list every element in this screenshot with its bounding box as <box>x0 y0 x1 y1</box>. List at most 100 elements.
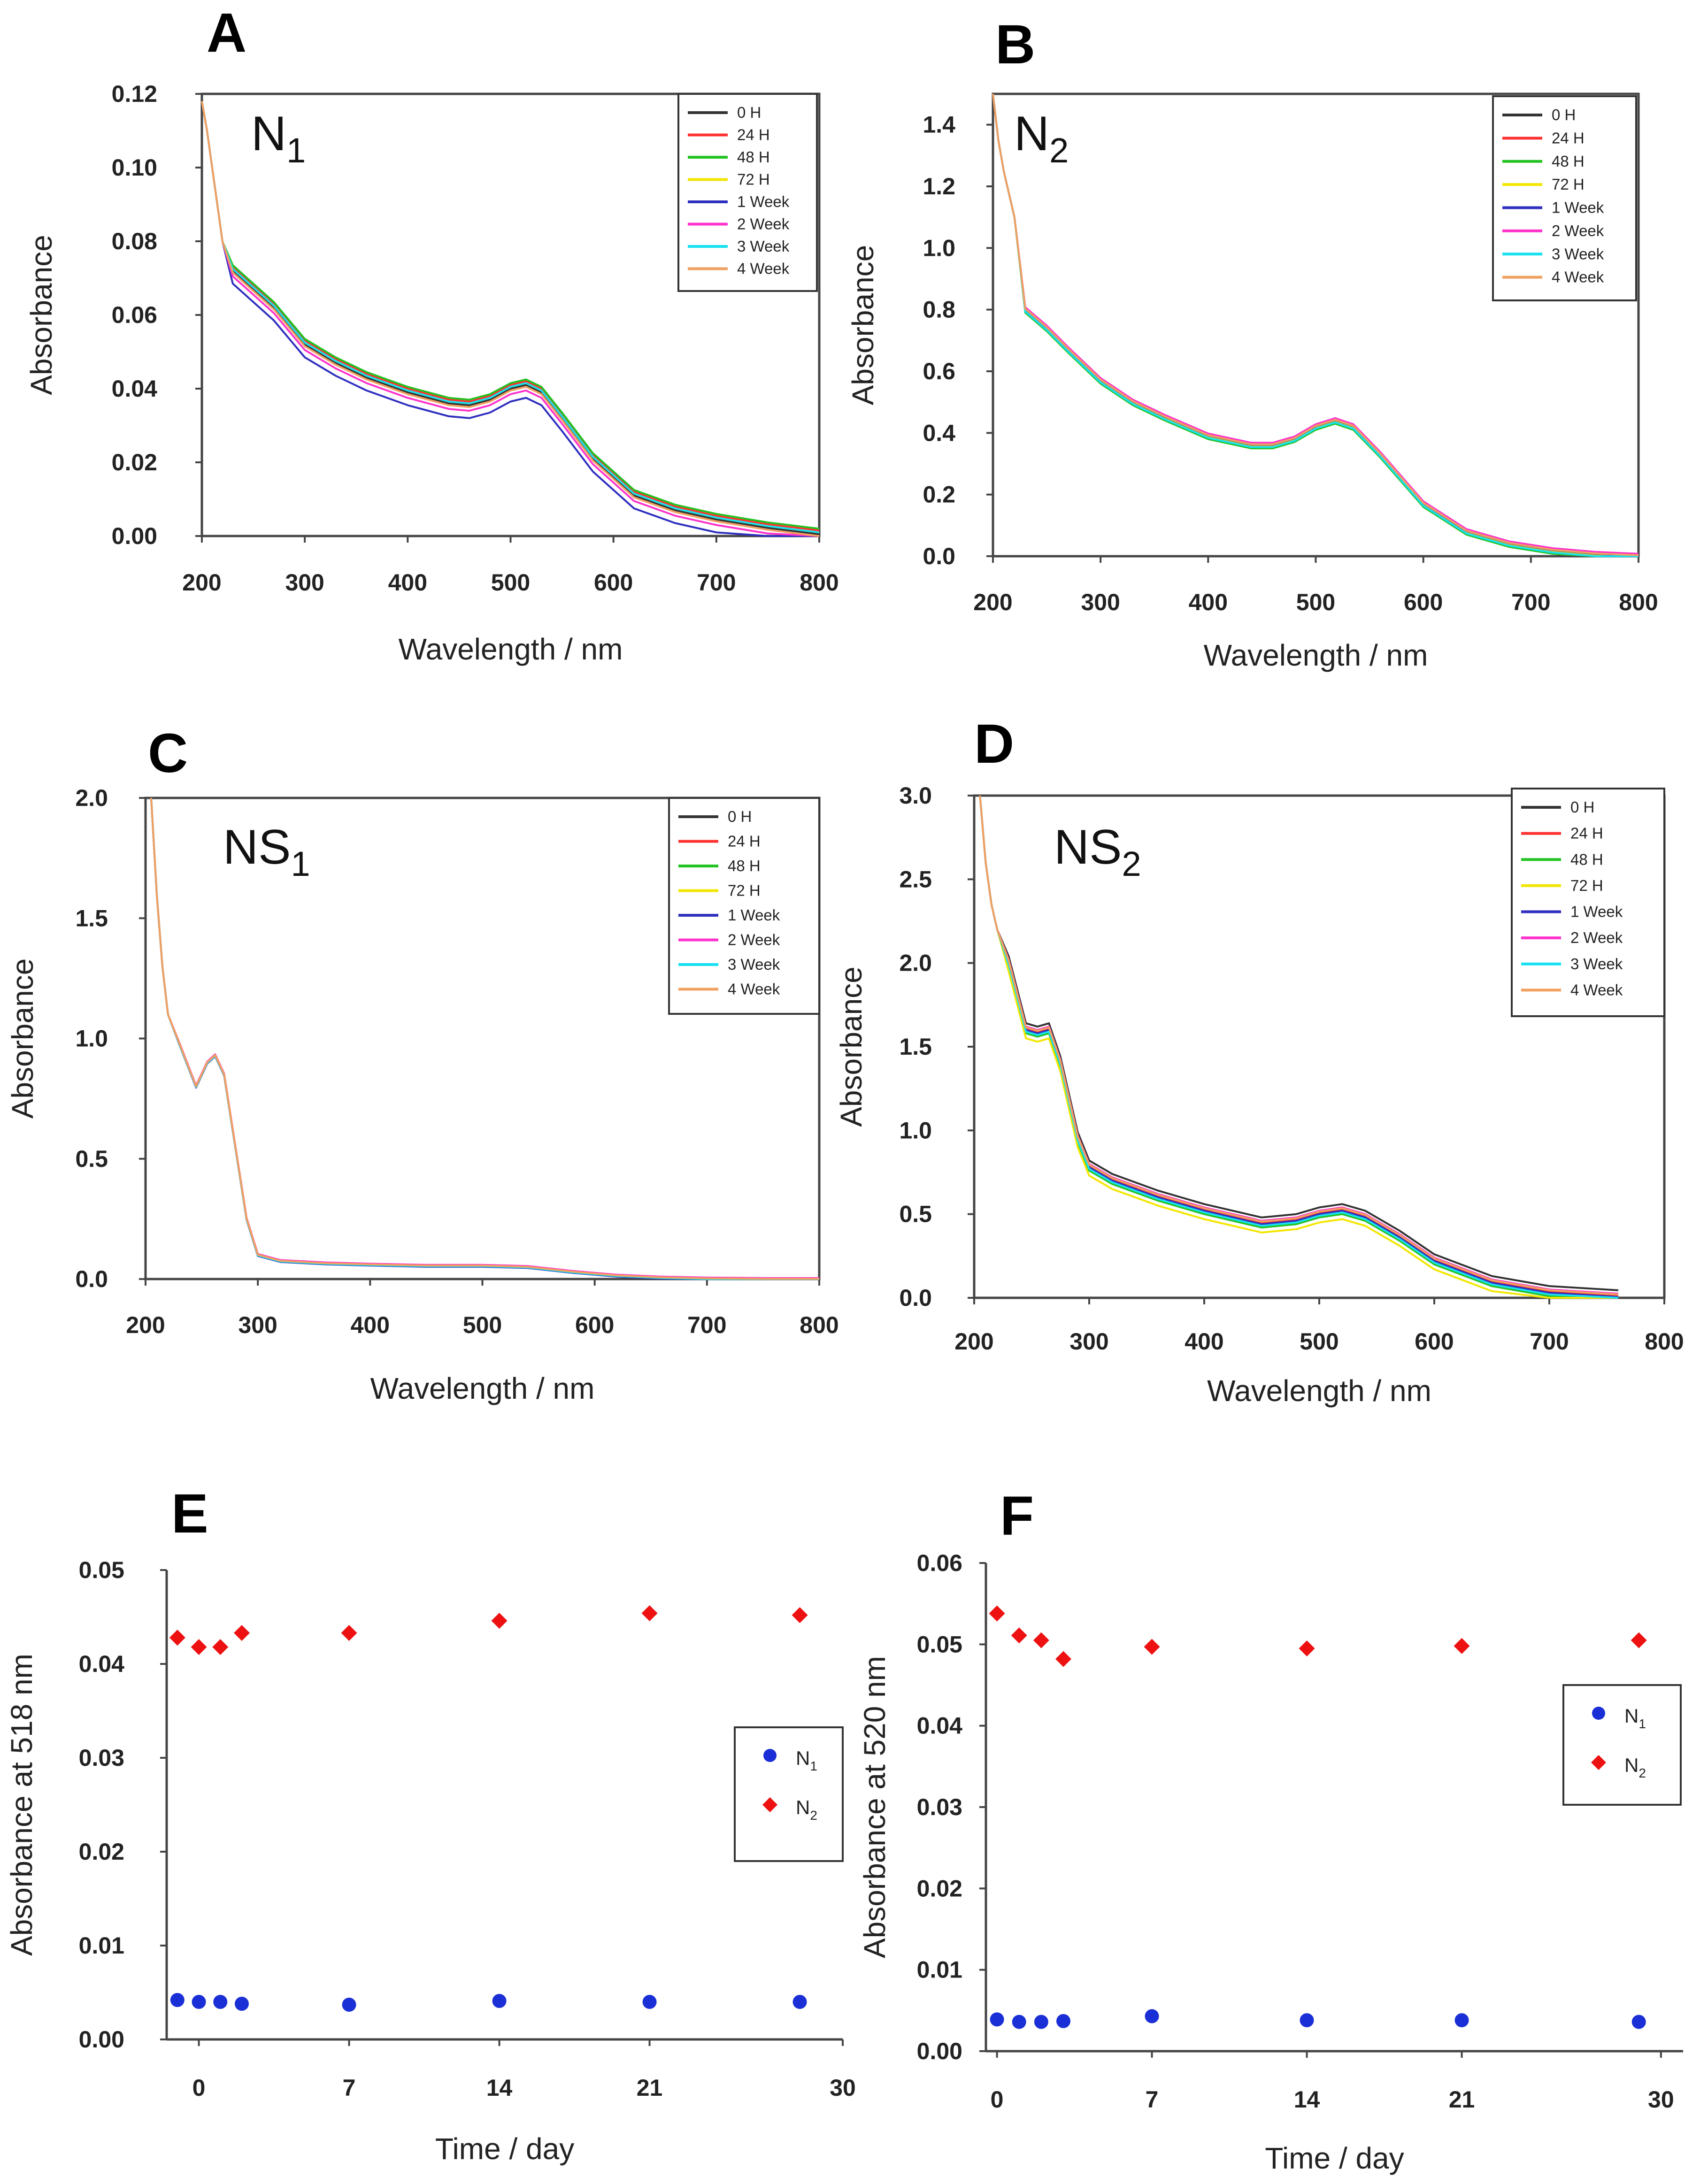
data-point-0 <box>1012 2015 1026 2029</box>
data-point-0 <box>1034 2015 1048 2029</box>
legend-label: 72 H <box>737 171 770 188</box>
legend-label: 72 H <box>1552 176 1585 193</box>
y-tick-label: 0.0 <box>923 543 955 569</box>
legend-label: 1 Week <box>737 193 790 210</box>
data-point-1 <box>1299 1640 1315 1656</box>
legend-label: 48 H <box>1552 153 1585 170</box>
series-line-3 <box>979 795 1618 1299</box>
legend-label: N1 <box>796 1747 817 1773</box>
x-tick-label: 200 <box>954 1328 993 1355</box>
legend-label: 1 Week <box>728 906 780 924</box>
data-point-0 <box>170 1993 185 2007</box>
x-tick-label: 200 <box>126 1312 165 1338</box>
data-point-0 <box>1300 2013 1314 2028</box>
legend-label: 3 Week <box>1552 245 1604 262</box>
x-tick-label: 800 <box>1619 589 1658 615</box>
y-tick-label: 0.2 <box>923 482 955 508</box>
x-tick-label: 30 <box>830 2075 856 2101</box>
data-point-0 <box>1145 2009 1159 2023</box>
data-point-1 <box>1055 1651 1071 1667</box>
y-tick-label: 0.00 <box>79 2026 124 2053</box>
y-tick-label: 1.0 <box>923 235 955 261</box>
data-point-1 <box>1033 1632 1049 1648</box>
panel-letter: D <box>974 713 1014 775</box>
legend-label: 2 Week <box>737 215 790 233</box>
y-tick-label: 0.8 <box>923 297 955 323</box>
sample-label: N2 <box>1014 107 1069 170</box>
legend-label: 0 H <box>1552 106 1576 123</box>
legend-box <box>677 93 818 292</box>
x-tick-label: 500 <box>491 569 530 596</box>
x-tick-label: 700 <box>1511 589 1550 615</box>
data-point-0 <box>1454 2013 1469 2028</box>
data-point-1 <box>234 1625 250 1641</box>
y-tick-label: 0.0 <box>75 1266 108 1292</box>
y-tick-label: 0.03 <box>79 1745 124 1771</box>
y-tick-label: 0.06 <box>112 302 157 328</box>
y-tick-label: 0.05 <box>79 1557 124 1583</box>
data-point-1 <box>212 1639 229 1655</box>
data-point-1 <box>1454 1638 1470 1654</box>
x-tick-label: 800 <box>800 1312 838 1338</box>
legend-label: 72 H <box>1570 877 1603 894</box>
x-tick-label: 700 <box>1530 1328 1569 1355</box>
y-tick-label: 2.0 <box>75 785 108 811</box>
data-point-0 <box>192 1995 206 2009</box>
legend-box <box>1562 1684 1682 1806</box>
legend-label: 4 Week <box>1570 981 1623 998</box>
x-tick-label: 300 <box>1081 589 1120 615</box>
x-tick-label: 7 <box>1146 2086 1159 2113</box>
data-point-0 <box>492 1994 507 2008</box>
data-point-1 <box>491 1613 508 1629</box>
x-tick-label: 200 <box>973 589 1012 615</box>
legend-label: 48 H <box>1570 851 1603 868</box>
legend-label: 4 Week <box>728 981 780 998</box>
y-tick-label: 1.5 <box>899 1034 932 1060</box>
y-tick-label: 1.2 <box>923 173 955 199</box>
x-tick-label: 400 <box>1185 1328 1223 1355</box>
x-tick-label: 800 <box>800 569 838 596</box>
legend-marker <box>763 1749 777 1762</box>
data-point-0 <box>235 1997 249 2011</box>
x-tick-label: 400 <box>388 569 427 596</box>
series-line-6 <box>979 795 1619 1299</box>
data-point-1 <box>169 1630 185 1646</box>
x-tick-label: 700 <box>687 1312 726 1338</box>
data-point-0 <box>213 1995 228 2009</box>
legend-label: 24 H <box>728 833 761 850</box>
legend-label: 3 Week <box>737 238 790 255</box>
x-axis-label: Wavelength / nm <box>1204 638 1428 672</box>
y-axis-label: Absorbance <box>6 958 39 1119</box>
y-tick-label: 0.02 <box>112 449 157 475</box>
y-tick-label: 0.0 <box>899 1285 932 1311</box>
panel-letter: E <box>171 1483 208 1545</box>
x-tick-label: 500 <box>1296 589 1335 615</box>
legend-label: 2 Week <box>728 931 780 949</box>
legend-label: N1 <box>1624 1705 1646 1731</box>
data-point-1 <box>989 1605 1005 1622</box>
x-tick-label: 400 <box>351 1312 390 1338</box>
y-axis-label: Absorbance at 520 nm <box>858 1656 892 1958</box>
legend-label: 3 Week <box>1570 955 1623 973</box>
legend-label: 2 Week <box>1570 929 1623 946</box>
y-tick-label: 0.00 <box>112 523 157 549</box>
data-point-1 <box>191 1639 207 1655</box>
y-tick-label: 0.01 <box>79 1932 124 1959</box>
y-tick-label: 1.0 <box>75 1026 108 1052</box>
x-tick-label: 30 <box>1648 2086 1674 2113</box>
data-point-0 <box>1056 2014 1070 2028</box>
y-tick-label: 1.0 <box>899 1117 932 1143</box>
sample-label: N1 <box>251 107 306 170</box>
panel-b: B 0.0 0.2 0.4 0.6 0.8 1.0 1.2 1.4 200 300 400 500 600… <box>846 14 1658 672</box>
sample-label: NS1 <box>223 820 310 883</box>
data-point-1 <box>1011 1627 1027 1644</box>
legend-label: 3 Week <box>728 956 780 973</box>
x-tick-label: 14 <box>486 2075 513 2101</box>
legend-label: 0 H <box>728 808 752 825</box>
y-tick-label: 0.10 <box>112 154 157 181</box>
series-line-2 <box>201 101 820 530</box>
legend-label: 2 Week <box>1552 222 1604 239</box>
x-tick-label: 7 <box>343 2075 356 2101</box>
y-tick-label: 0.06 <box>917 1550 962 1576</box>
y-tick-label: 0.00 <box>917 2038 962 2064</box>
